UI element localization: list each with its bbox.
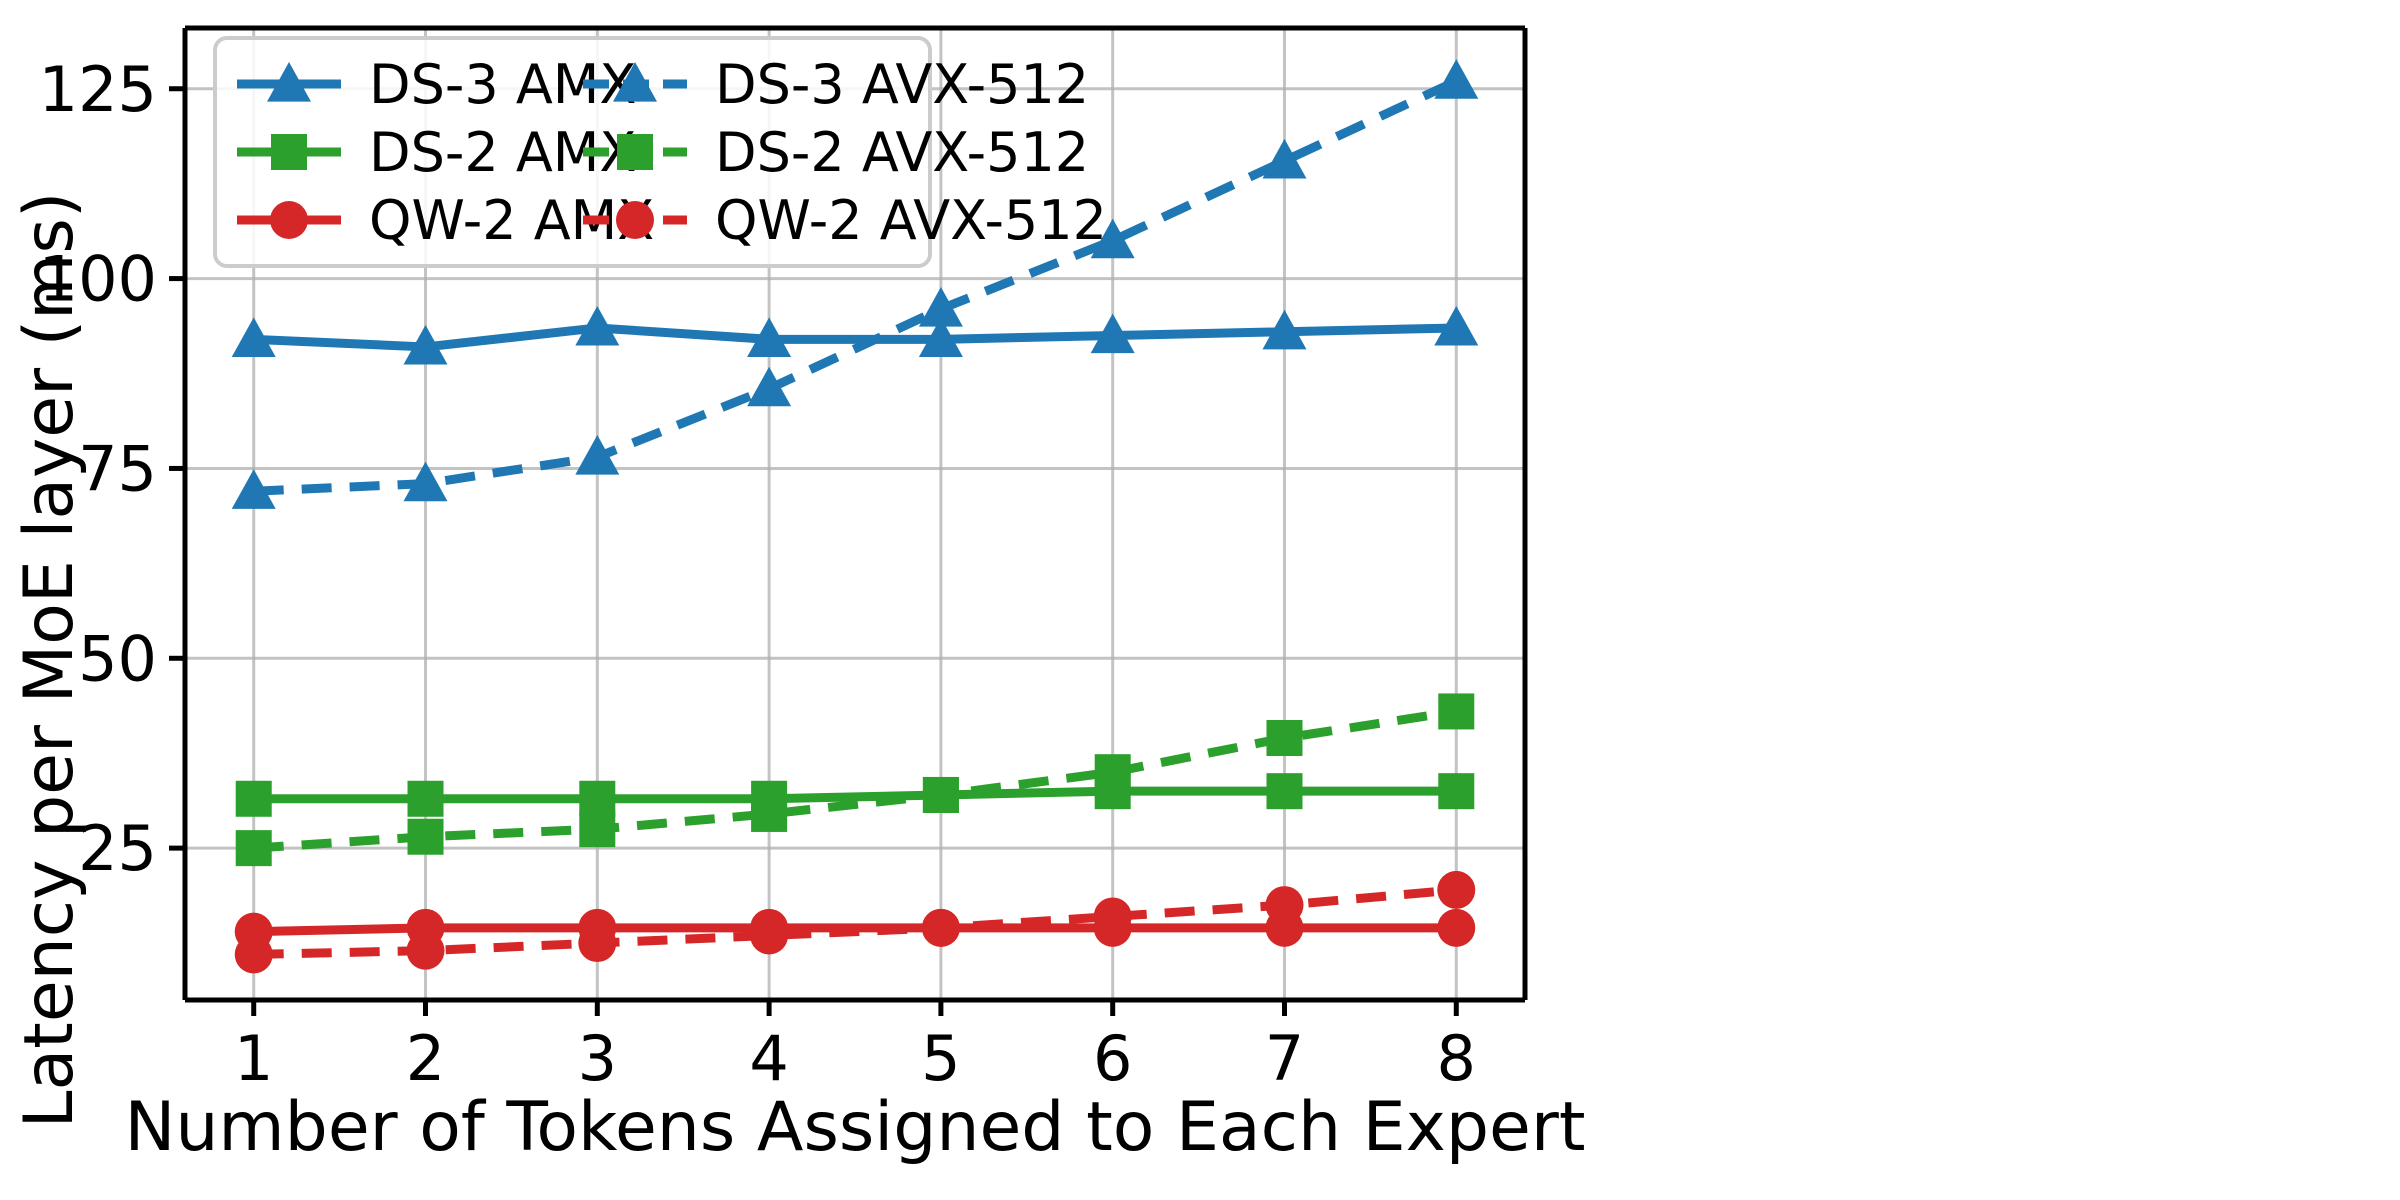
data-series xyxy=(231,59,1479,509)
data-series xyxy=(235,693,1475,867)
data-point-marker xyxy=(1093,897,1132,936)
data-point-marker xyxy=(575,305,620,346)
data-point-marker xyxy=(918,317,963,357)
data-point-marker xyxy=(1434,59,1479,99)
data-point-marker xyxy=(271,134,307,170)
data-point-marker xyxy=(267,62,311,102)
x-axis-title: Number of Tokens Assigned to Each Expert xyxy=(124,1088,1585,1167)
series-line xyxy=(253,706,1457,853)
data-point-marker xyxy=(1266,773,1303,810)
data-point-marker xyxy=(616,201,654,239)
data-point-marker xyxy=(575,435,620,475)
y-axis-title: Latency per MoE layer (ms) xyxy=(10,192,89,1129)
data-point-marker xyxy=(1262,138,1307,179)
x-axis-tick-label: 4 xyxy=(749,1022,788,1095)
data-series xyxy=(234,870,1476,974)
data-point-marker xyxy=(1265,886,1304,925)
data-point-marker xyxy=(1437,870,1476,909)
legend-entry-label: QW-2 AMX xyxy=(369,189,654,252)
axes-layer xyxy=(169,25,1528,1016)
data-point-marker xyxy=(1262,309,1307,350)
data-point-marker xyxy=(922,776,959,813)
series-line xyxy=(253,323,1457,352)
x-axis-tick-label: 5 xyxy=(921,1022,960,1095)
series-line xyxy=(253,786,1457,804)
data-point-marker xyxy=(403,324,448,365)
data-point-marker xyxy=(270,201,308,239)
legend-entry[interactable]: DS-3 AMX xyxy=(237,53,636,116)
data-point-marker xyxy=(406,931,445,970)
data-point-marker xyxy=(747,317,792,357)
data-point-marker xyxy=(1090,218,1135,259)
data-point-marker xyxy=(1434,305,1479,346)
legend-entry[interactable]: DS-2 AVX-512 xyxy=(583,121,1089,184)
data-point-marker xyxy=(1094,754,1131,791)
data-point-marker xyxy=(921,908,960,947)
data-point-marker xyxy=(231,469,276,509)
x-axis-tick-label: 1 xyxy=(234,1022,273,1095)
legend-entry-label: QW-2 AVX-512 xyxy=(715,189,1107,252)
data-point-marker xyxy=(613,62,657,102)
data-point-marker xyxy=(747,366,792,407)
data-point-marker xyxy=(1438,773,1475,810)
data-point-marker xyxy=(579,811,616,848)
data-point-marker xyxy=(407,780,444,817)
data-series-layer xyxy=(231,59,1479,974)
data-point-marker xyxy=(1437,908,1476,947)
legend-entry-label: DS-2 AVX-512 xyxy=(715,121,1089,184)
data-point-marker xyxy=(403,461,448,502)
y-axis-tick-label: 50 xyxy=(78,622,157,695)
data-point-marker xyxy=(1266,720,1303,757)
tick-labels-layer: 25 50 75 100 125 1 2 3 4 5 6 7 8 xyxy=(39,53,1476,1095)
data-point-marker xyxy=(918,286,963,327)
x-axis-tick-label: 7 xyxy=(1265,1022,1304,1095)
series-line xyxy=(253,77,1459,496)
legend-entry[interactable]: QW-2 AMX xyxy=(237,189,654,252)
y-axis-tick-label: 125 xyxy=(39,53,157,126)
data-point-marker xyxy=(231,317,276,357)
data-point-marker xyxy=(751,795,788,832)
data-point-marker xyxy=(234,935,273,974)
y-axis-tick-label: 25 xyxy=(78,812,157,885)
data-point-marker xyxy=(750,916,789,955)
data-point-marker xyxy=(235,830,272,867)
data-point-marker xyxy=(1090,313,1135,354)
data-point-marker xyxy=(617,134,653,170)
y-axis-tick-label: 75 xyxy=(78,432,157,505)
data-point-marker xyxy=(578,924,617,963)
series-line xyxy=(253,885,1457,959)
legend-box xyxy=(213,36,932,268)
legend-entry-label: DS-3 AVX-512 xyxy=(715,53,1089,116)
data-series xyxy=(231,305,1479,365)
legend-entry[interactable]: QW-2 AVX-512 xyxy=(583,189,1107,252)
x-axis-tick-label: 8 xyxy=(1437,1022,1476,1095)
x-axis-tick-label: 2 xyxy=(406,1022,445,1095)
data-point-marker xyxy=(1438,693,1475,730)
data-point-marker xyxy=(407,818,444,855)
y-axis-tick-label: 100 xyxy=(39,243,157,316)
x-axis-tick-label: 3 xyxy=(578,1022,617,1095)
data-point-marker xyxy=(579,780,616,817)
x-axis-tick-label: 6 xyxy=(1093,1022,1132,1095)
data-point-marker xyxy=(235,780,272,817)
legend-entry[interactable]: DS-3 AVX-512 xyxy=(583,53,1089,116)
